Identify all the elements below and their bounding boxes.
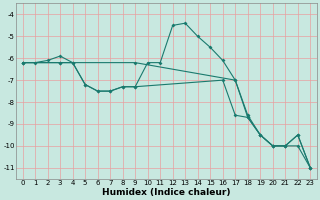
X-axis label: Humidex (Indice chaleur): Humidex (Indice chaleur) (102, 188, 231, 197)
